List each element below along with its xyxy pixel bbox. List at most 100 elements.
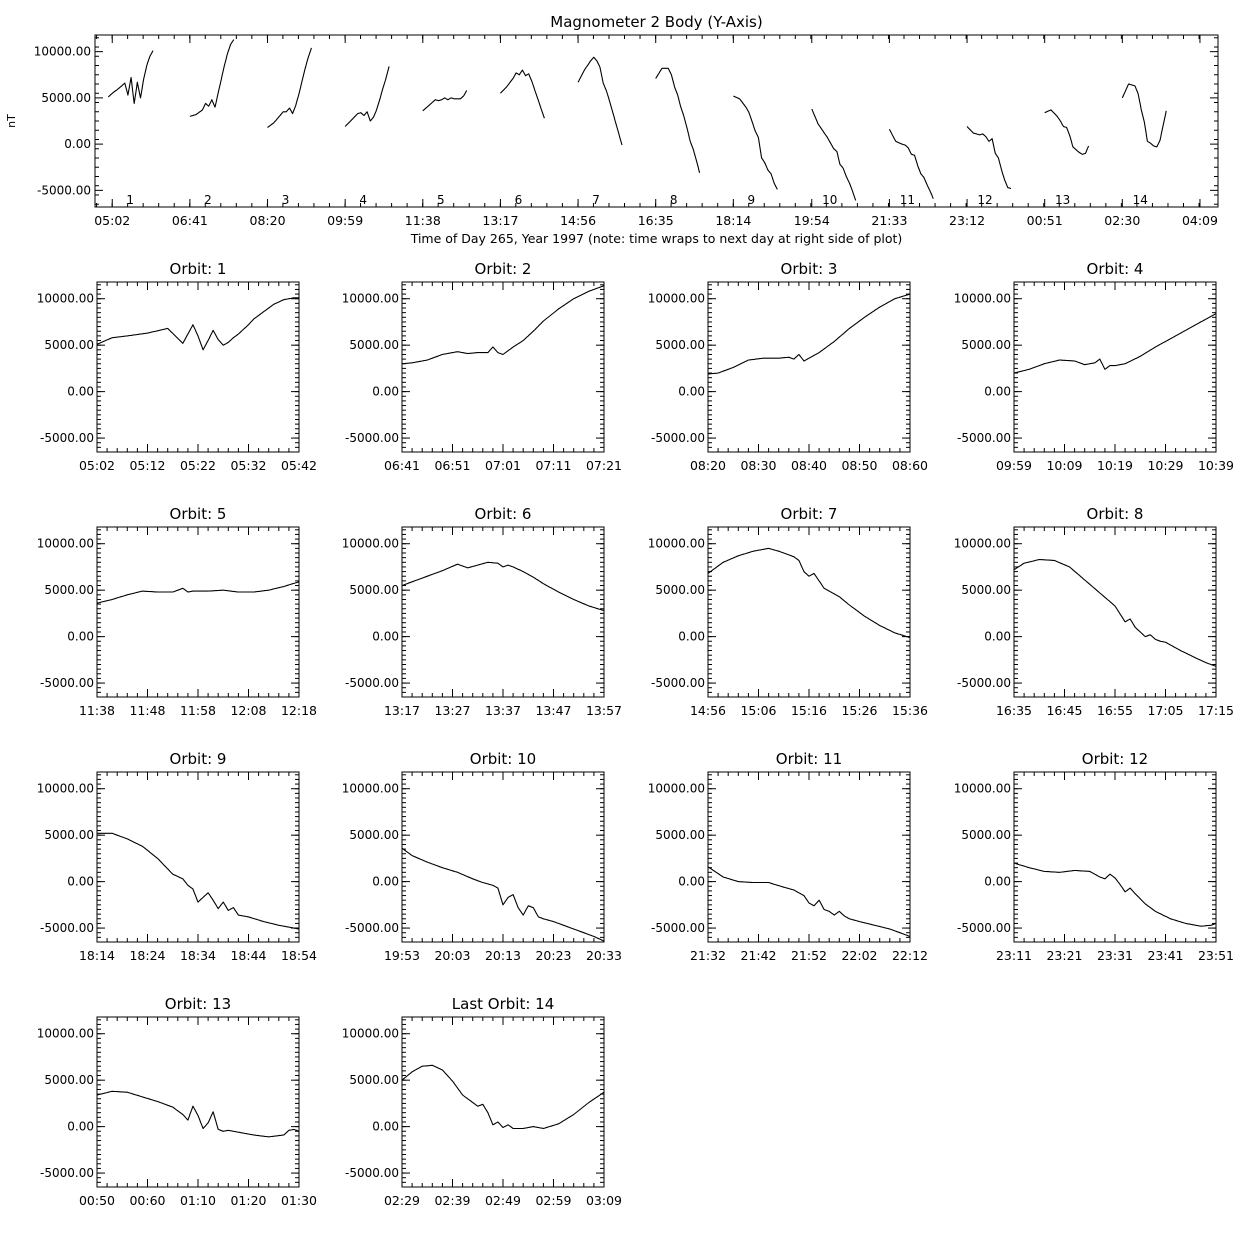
orbit-trace	[707, 547, 911, 639]
orbit-xtick-label: 15:06	[740, 703, 776, 718]
overview-xtick-label: 21:33	[871, 213, 907, 228]
orbit-plot-title: Orbit: 9	[170, 750, 227, 768]
orbit-xtick-label: 21:52	[791, 948, 827, 963]
orbit-xtick-label: 05:42	[281, 458, 317, 473]
overview-xlabel: Time of Day 265, Year 1997 (note: time w…	[410, 231, 903, 246]
orbit-xtick-label: 16:35	[996, 703, 1032, 718]
overview-orbit-trace	[966, 126, 1012, 190]
orbit-ytick-label: 0.00	[984, 385, 1011, 399]
overview-orbit-trace	[1044, 109, 1090, 155]
overview-plot: Magnometer 2 Body (Y-Axis) nT Time of Day …	[5, 13, 1219, 246]
orbit-ytick-label: 0.00	[372, 875, 399, 889]
orbit-plot-title: Orbit: 4	[1087, 260, 1144, 278]
orbit-xtick-label: 02:29	[384, 1193, 420, 1208]
orbit-trace	[96, 1090, 300, 1138]
overview-orbit-trace	[655, 67, 701, 173]
orbit-xtick-label: 01:30	[281, 1193, 317, 1208]
orbit-ytick-label: 5000.00	[349, 828, 399, 842]
overview-xtick-label: 18:14	[715, 213, 751, 228]
orbit-plot-frame	[1013, 281, 1217, 453]
orbit-trace	[97, 832, 300, 930]
orbit-ytick-label: -5000.00	[345, 431, 399, 445]
orbit-xtick-label: 19:53	[384, 948, 420, 963]
orbit-trace	[401, 847, 605, 942]
orbit-plot-frame	[1013, 526, 1217, 698]
orbit-number-label: 1	[126, 193, 134, 207]
orbit-plot-title: Orbit: 12	[1082, 750, 1148, 768]
orbit-xtick-label: 11:38	[79, 703, 115, 718]
orbit-xtick-label: 16:55	[1097, 703, 1133, 718]
orbit-trace	[707, 293, 911, 375]
orbit-plot-frame	[96, 771, 300, 943]
orbit-ytick-label: -5000.00	[957, 676, 1011, 690]
orbit-plot: Orbit: 8 10000.00 5000.00 0.00 -5000.00 16:35…	[954, 505, 1234, 718]
orbit-trace	[1013, 862, 1217, 927]
orbit-xtick-label: 09:59	[996, 458, 1032, 473]
orbit-xtick-label: 01:20	[230, 1193, 266, 1208]
orbit-ytick-label: -5000.00	[345, 921, 399, 935]
orbit-xtick-label: 00:60	[129, 1193, 165, 1208]
orbit-xtick-label: 05:12	[129, 458, 165, 473]
overview-frame	[94, 34, 1219, 208]
orbit-trace	[401, 561, 605, 612]
orbit-ytick-label: 5000.00	[961, 338, 1011, 352]
orbit-number-label: 7	[592, 193, 600, 207]
orbit-plot: Orbit: 4 10000.00 5000.00 0.00 -5000.00 09:59…	[954, 260, 1234, 473]
overview-orbit-trace	[107, 50, 154, 104]
orbit-ytick-label: 0.00	[678, 875, 705, 889]
orbit-number-label: 12	[977, 193, 992, 207]
orbit-plot: Last Orbit: 14 10000.00 5000.00 0.00 -5000.0…	[342, 995, 622, 1208]
overview-xtick-label: 16:35	[638, 213, 674, 228]
orbit-ytick-label: 5000.00	[349, 338, 399, 352]
orbit-ytick-label: -5000.00	[651, 921, 705, 935]
overview-xtick-label: 14:56	[560, 213, 596, 228]
orbit-xtick-label: 02:39	[434, 1193, 470, 1208]
orbit-xtick-label: 23:51	[1198, 948, 1234, 963]
orbit-ytick-label: 0.00	[67, 385, 94, 399]
orbit-plot-title: Orbit: 1	[170, 260, 227, 278]
orbit-xtick-label: 15:16	[791, 703, 827, 718]
orbit-plot: Orbit: 6 10000.00 5000.00 0.00 -5000.00 13:17…	[342, 505, 622, 718]
orbit-xtick-label: 15:26	[841, 703, 877, 718]
overview-orbit-trace	[733, 95, 778, 190]
orbit-xtick-label: 18:54	[281, 948, 317, 963]
orbit-ytick-label: 10000.00	[954, 782, 1011, 796]
orbit-plot: Orbit: 3 10000.00 5000.00 0.00 -5000.00 08:20…	[648, 260, 928, 473]
orbit-plot-frame	[96, 526, 300, 698]
orbit-xtick-label: 01:10	[180, 1193, 216, 1208]
orbit-xtick-label: 20:03	[434, 948, 470, 963]
orbit-xtick-label: 05:02	[79, 458, 115, 473]
orbit-ytick-label: -5000.00	[345, 676, 399, 690]
orbit-ytick-label: 10000.00	[648, 537, 705, 551]
orbit-plot-frame	[401, 771, 605, 943]
orbit-xtick-label: 23:21	[1046, 948, 1082, 963]
orbit-xtick-label: 08:50	[841, 458, 877, 473]
orbit-trace	[1013, 558, 1217, 667]
orbit-xtick-label: 14:56	[690, 703, 726, 718]
orbit-ytick-label: 0.00	[67, 875, 94, 889]
orbit-xtick-label: 21:42	[740, 948, 776, 963]
overview-xtick-label: 04:09	[1182, 213, 1218, 228]
overview-xtick-label: 08:20	[250, 213, 286, 228]
orbit-ytick-label: 10000.00	[342, 537, 399, 551]
orbit-xtick-label: 23:31	[1097, 948, 1133, 963]
orbit-xtick-label: 17:15	[1198, 703, 1234, 718]
orbit-ytick-label: -5000.00	[40, 676, 94, 690]
orbit-plot-frame	[707, 526, 911, 698]
overview-orbit-trace	[577, 56, 623, 146]
overview-xtick-label: 02:30	[1104, 213, 1140, 228]
orbit-plot-frame	[707, 771, 911, 943]
orbit-plot-frame	[401, 281, 605, 453]
orbit-xtick-label: 12:08	[230, 703, 266, 718]
orbit-trace	[96, 297, 299, 351]
orbit-ytick-label: 10000.00	[37, 537, 94, 551]
orbit-xtick-label: 18:44	[230, 948, 266, 963]
orbit-xtick-label: 00:50	[79, 1193, 115, 1208]
orbit-ytick-label: 0.00	[678, 385, 705, 399]
orbit-ytick-label: -5000.00	[957, 921, 1011, 935]
orbit-xtick-label: 05:22	[180, 458, 216, 473]
orbit-trace	[401, 1064, 605, 1130]
orbit-ytick-label: -5000.00	[40, 1166, 94, 1180]
orbit-ytick-label: 0.00	[678, 630, 705, 644]
